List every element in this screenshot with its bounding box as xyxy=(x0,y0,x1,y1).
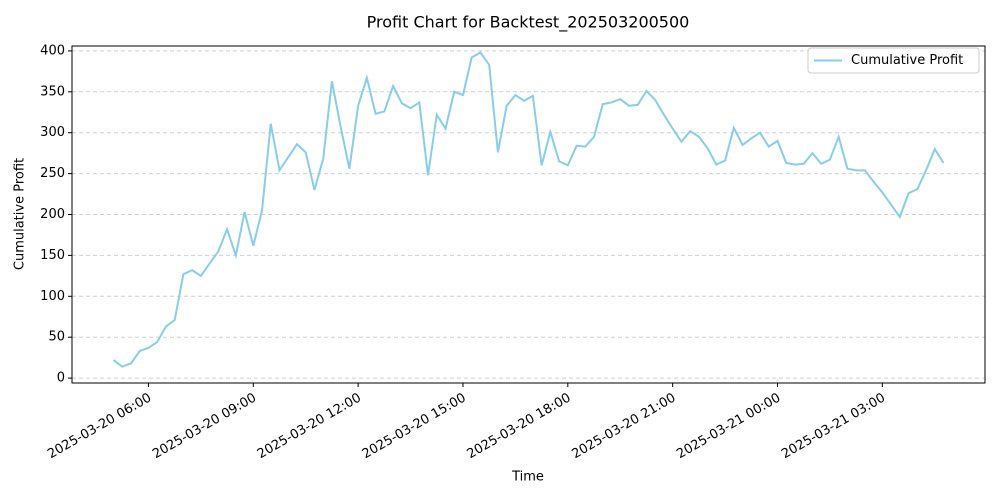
x-tick-label: 2025-03-20 09:00 xyxy=(150,391,259,463)
y-tick-label: 150 xyxy=(40,248,65,263)
y-tick-label: 350 xyxy=(40,84,65,99)
x-tick-label: 2025-03-20 21:00 xyxy=(569,391,678,463)
x-tick-label: 2025-03-20 18:00 xyxy=(465,391,574,463)
x-tick-label: 2025-03-21 00:00 xyxy=(674,391,783,463)
y-tick-label: 300 xyxy=(40,125,65,140)
y-tick-label: 50 xyxy=(48,330,65,345)
y-tick-label: 0 xyxy=(57,371,65,386)
legend-box xyxy=(807,47,980,74)
x-tick-label: 2025-03-21 03:00 xyxy=(779,391,888,463)
plot-frame xyxy=(71,45,986,384)
chart-title: Profit Chart for Backtest_202503200500 xyxy=(367,13,690,33)
x-tick-label: 2025-03-20 12:00 xyxy=(255,391,364,463)
x-tick-label: 2025-03-20 15:00 xyxy=(360,391,469,463)
y-axis-label: Cumulative Profit xyxy=(13,158,28,270)
y-tick-label: 250 xyxy=(40,166,65,181)
x-axis-label: Time xyxy=(511,470,544,485)
series-line xyxy=(112,51,945,368)
x-tick-label: 2025-03-20 06:00 xyxy=(45,391,154,463)
y-tick-label: 100 xyxy=(40,289,65,304)
y-tick-label: 400 xyxy=(40,43,65,58)
y-tick-label: 200 xyxy=(40,207,65,222)
legend-label: Cumulative Profit xyxy=(851,53,963,68)
